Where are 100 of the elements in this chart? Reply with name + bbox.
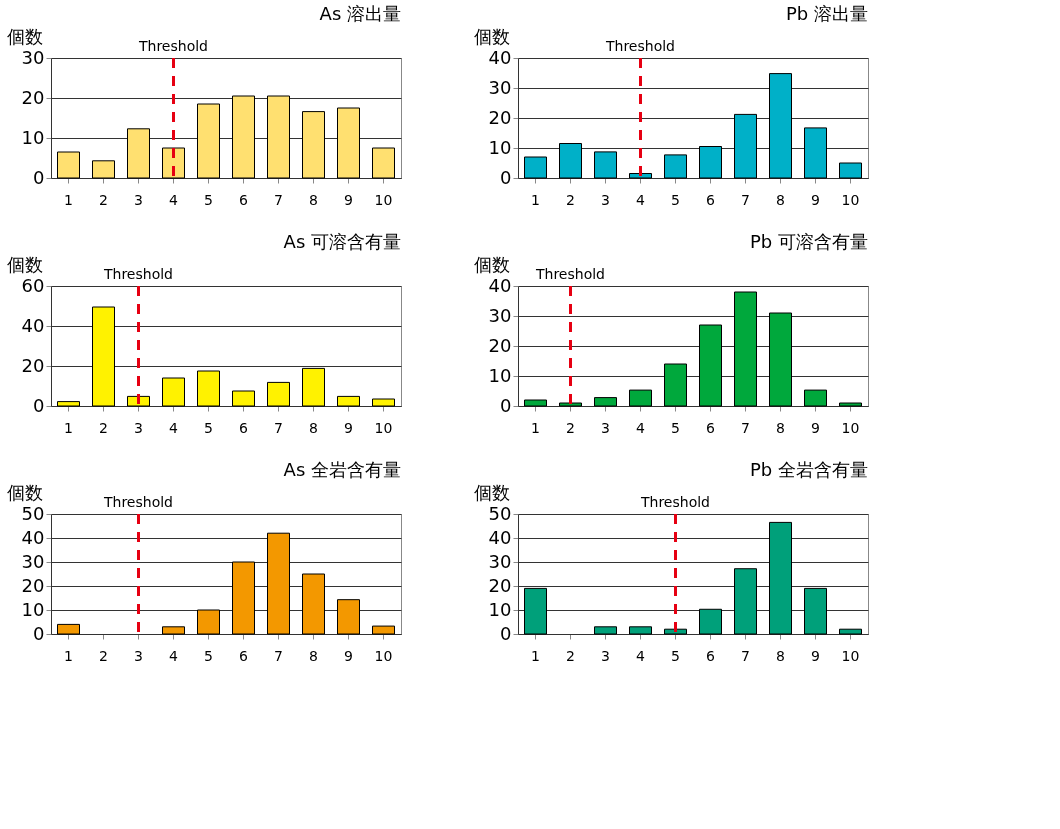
bar bbox=[804, 127, 827, 179]
x-tick-label: 4 bbox=[169, 647, 179, 664]
x-tick-label: 9 bbox=[811, 191, 820, 208]
y-tick-label: 10 bbox=[488, 364, 512, 386]
x-tick-label: 4 bbox=[169, 191, 179, 208]
x-tick-label: 10 bbox=[841, 191, 860, 208]
x-tick-label: 1 bbox=[64, 647, 73, 664]
bar bbox=[127, 128, 150, 179]
ref-line-label: Threshold bbox=[103, 494, 173, 510]
x-tick-label: 5 bbox=[204, 191, 213, 208]
bar bbox=[337, 107, 360, 179]
x-tick-label: 2 bbox=[99, 419, 108, 436]
chart-title: As 溶出量 bbox=[319, 3, 401, 24]
y-tick-label: 10 bbox=[488, 136, 512, 158]
x-tick-label: 10 bbox=[841, 647, 860, 664]
y-tick-label: 0 bbox=[500, 622, 512, 644]
x-tick-label: 8 bbox=[776, 647, 785, 664]
x-tick-label: 2 bbox=[566, 191, 575, 208]
y-tick-label: 40 bbox=[488, 526, 512, 548]
y-axis-title: 個数 bbox=[6, 481, 43, 503]
y-tick-label: 40 bbox=[488, 274, 512, 296]
x-tick-label: 10 bbox=[374, 419, 393, 436]
x-tick-label: 3 bbox=[601, 419, 610, 436]
y-tick-label: 60 bbox=[21, 274, 45, 296]
x-tick-label: 4 bbox=[636, 419, 646, 436]
bar bbox=[162, 147, 185, 179]
y-tick-label: 10 bbox=[488, 598, 512, 620]
x-tick-label: 3 bbox=[134, 419, 143, 436]
y-tick-label: 20 bbox=[21, 86, 45, 108]
x-tick-label: 10 bbox=[374, 647, 393, 664]
bar bbox=[769, 73, 792, 179]
x-tick-label: 3 bbox=[134, 647, 143, 664]
bar bbox=[232, 95, 255, 179]
x-tick-label: 9 bbox=[811, 419, 820, 436]
y-tick-label: 10 bbox=[21, 598, 45, 620]
bar bbox=[302, 367, 325, 407]
x-tick-label: 5 bbox=[671, 647, 680, 664]
bar bbox=[372, 625, 395, 635]
bar bbox=[769, 312, 792, 407]
x-tick-label: 9 bbox=[344, 647, 353, 664]
x-tick-label: 6 bbox=[706, 191, 716, 208]
ref-line-label: Threshold bbox=[605, 38, 675, 54]
bar bbox=[232, 390, 255, 407]
x-tick-label: 4 bbox=[169, 419, 179, 436]
x-tick-label: 9 bbox=[811, 647, 820, 664]
bar bbox=[197, 103, 220, 179]
bar bbox=[267, 381, 290, 407]
x-tick-label: 1 bbox=[531, 191, 540, 208]
bar bbox=[699, 608, 722, 635]
y-axis-title: 個数 bbox=[473, 25, 510, 47]
bar bbox=[337, 599, 360, 635]
bar bbox=[92, 160, 115, 179]
bar bbox=[372, 147, 395, 179]
x-tick-label: 8 bbox=[309, 647, 318, 664]
x-tick-label: 9 bbox=[344, 191, 353, 208]
bar bbox=[524, 587, 547, 635]
y-tick-label: 20 bbox=[488, 106, 512, 128]
x-tick-label: 7 bbox=[741, 647, 750, 664]
x-tick-label: 5 bbox=[204, 647, 213, 664]
bar bbox=[804, 389, 827, 407]
bar bbox=[559, 143, 582, 179]
y-tick-label: 40 bbox=[21, 314, 45, 336]
y-tick-label: 0 bbox=[33, 622, 45, 644]
y-tick-label: 30 bbox=[488, 550, 512, 572]
x-tick-label: 7 bbox=[274, 191, 283, 208]
bar bbox=[559, 402, 582, 407]
bar bbox=[57, 623, 80, 635]
bar bbox=[232, 561, 255, 635]
x-tick-label: 8 bbox=[776, 191, 785, 208]
y-tick-label: 20 bbox=[21, 354, 45, 376]
y-axis-title: 個数 bbox=[473, 481, 510, 503]
x-tick-label: 8 bbox=[776, 419, 785, 436]
bar bbox=[734, 568, 757, 635]
bar bbox=[337, 395, 360, 407]
bar bbox=[594, 626, 617, 635]
y-tick-label: 40 bbox=[21, 526, 45, 548]
bar bbox=[629, 389, 652, 407]
y-tick-label: 20 bbox=[21, 574, 45, 596]
bar bbox=[629, 173, 652, 179]
x-tick-label: 2 bbox=[566, 647, 575, 664]
y-tick-label: 30 bbox=[488, 304, 512, 326]
x-tick-label: 6 bbox=[239, 419, 249, 436]
chart-title: Pb 溶出量 bbox=[785, 3, 868, 24]
x-tick-label: 6 bbox=[706, 419, 716, 436]
bar bbox=[162, 377, 185, 407]
x-tick-label: 3 bbox=[134, 191, 143, 208]
y-tick-label: 30 bbox=[21, 550, 45, 572]
chart-title: Pb 可溶含有量 bbox=[749, 231, 868, 252]
bar bbox=[664, 154, 687, 179]
x-tick-label: 2 bbox=[99, 647, 108, 664]
chart-title: As 可溶含有量 bbox=[283, 231, 401, 252]
bar bbox=[734, 113, 757, 179]
x-tick-label: 4 bbox=[636, 647, 646, 664]
y-axis-title: 個数 bbox=[473, 253, 510, 275]
bar bbox=[92, 306, 115, 407]
x-tick-label: 6 bbox=[239, 191, 249, 208]
bar bbox=[839, 162, 862, 179]
bar bbox=[57, 401, 80, 407]
y-tick-label: 0 bbox=[33, 394, 45, 416]
x-tick-label: 4 bbox=[636, 191, 646, 208]
